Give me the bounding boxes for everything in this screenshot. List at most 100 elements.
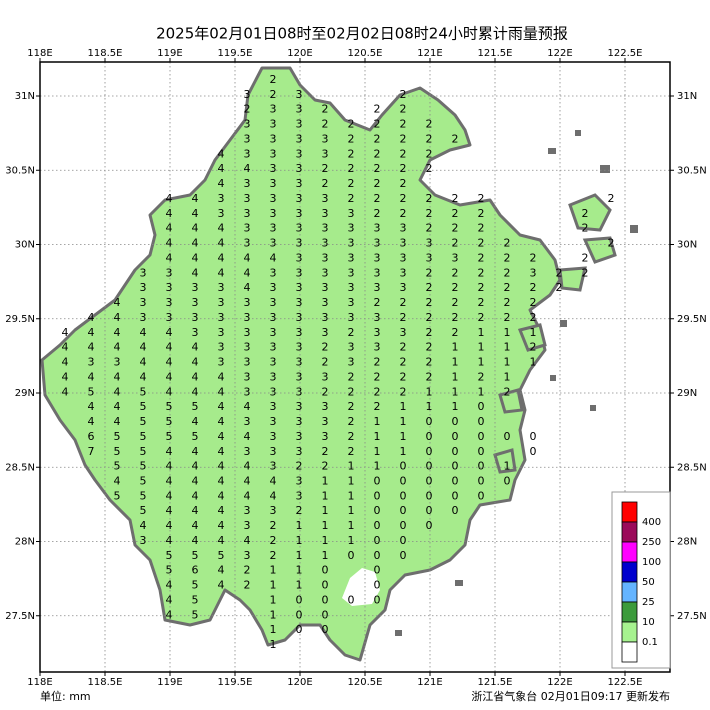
rain-value: 4 bbox=[192, 474, 199, 487]
rain-value: 2 bbox=[348, 177, 355, 190]
rain-value: 3 bbox=[296, 147, 303, 160]
legend-label: 50 bbox=[642, 577, 655, 588]
rain-value: 4 bbox=[192, 445, 199, 458]
rain-value: 0 bbox=[452, 445, 459, 458]
rain-value: 2 bbox=[426, 341, 433, 354]
lon-label-top: 121E bbox=[417, 48, 442, 59]
rain-value: 3 bbox=[296, 266, 303, 279]
rain-value: 2 bbox=[530, 281, 537, 294]
rain-value: 3 bbox=[400, 237, 407, 250]
rain-value: 1 bbox=[270, 608, 277, 621]
rain-value: 4 bbox=[88, 400, 95, 413]
legend-swatch bbox=[621, 521, 638, 543]
rain-value: 3 bbox=[348, 356, 355, 369]
rain-value: 4 bbox=[62, 326, 69, 339]
rain-value: 2 bbox=[374, 385, 381, 398]
rain-value: 3 bbox=[374, 222, 381, 235]
rain-value: 3 bbox=[270, 326, 277, 339]
rain-value: 0 bbox=[504, 474, 511, 487]
rain-value: 3 bbox=[322, 430, 329, 443]
lon-label-top: 122E bbox=[547, 48, 572, 59]
rain-value: 2 bbox=[322, 162, 329, 175]
islet bbox=[575, 130, 581, 136]
rain-value: 3 bbox=[244, 88, 251, 101]
rain-value: 5 bbox=[140, 415, 147, 428]
lat-label-left: 30N bbox=[15, 240, 35, 251]
rain-value: 2 bbox=[452, 192, 459, 205]
rain-value: 0 bbox=[478, 474, 485, 487]
rain-value: 4 bbox=[218, 400, 225, 413]
rain-value: 2 bbox=[426, 132, 433, 145]
rain-value: 4 bbox=[192, 341, 199, 354]
rain-value: 2 bbox=[426, 162, 433, 175]
rain-value: 3 bbox=[322, 415, 329, 428]
rain-value: 1 bbox=[452, 356, 459, 369]
rain-value: 0 bbox=[322, 593, 329, 606]
rain-value: 3 bbox=[348, 266, 355, 279]
legend-swatch bbox=[621, 561, 638, 583]
map-frame bbox=[39, 61, 671, 673]
rain-value: 0 bbox=[452, 415, 459, 428]
rain-value: 2 bbox=[530, 251, 537, 264]
rain-value: 2 bbox=[348, 326, 355, 339]
rain-value: 3 bbox=[400, 266, 407, 279]
rain-value: 4 bbox=[166, 445, 173, 458]
lat-label-right: 29N bbox=[677, 388, 697, 399]
rain-value: 4 bbox=[88, 415, 95, 428]
rain-value: 3 bbox=[426, 251, 433, 264]
rain-value: 3 bbox=[244, 147, 251, 160]
rain-value: 2 bbox=[296, 460, 303, 473]
rain-value: 1 bbox=[296, 549, 303, 562]
lon-label-bottom: 121.5E bbox=[478, 677, 513, 688]
rain-value: 5 bbox=[166, 415, 173, 428]
rain-value: 4 bbox=[140, 356, 147, 369]
rain-value: 0 bbox=[400, 519, 407, 532]
rain-value: 6 bbox=[192, 564, 199, 577]
rain-value: 3 bbox=[140, 296, 147, 309]
rain-value: 3 bbox=[140, 311, 147, 324]
rain-value: 2 bbox=[426, 118, 433, 131]
rain-value: 2 bbox=[426, 296, 433, 309]
rain-value: 0 bbox=[400, 549, 407, 562]
rain-value: 0 bbox=[374, 579, 381, 592]
rain-value: 1 bbox=[270, 579, 277, 592]
rain-value: 2 bbox=[374, 147, 381, 160]
rain-value: 2 bbox=[426, 192, 433, 205]
grid-layer: 118E 118E 118.5E 118.5E 119E 119E 119.5E 119.5E… bbox=[5, 48, 707, 688]
rain-value: 4 bbox=[192, 222, 199, 235]
rain-value: 3 bbox=[296, 474, 303, 487]
rain-value: 5 bbox=[114, 430, 121, 443]
legend-swatch bbox=[621, 621, 638, 643]
rain-value: 2 bbox=[400, 192, 407, 205]
rain-value: 1 bbox=[504, 356, 511, 369]
islet bbox=[560, 320, 567, 327]
rain-value: 0 bbox=[530, 445, 537, 458]
rain-value: 3 bbox=[244, 237, 251, 250]
rain-value: 4 bbox=[114, 385, 121, 398]
rain-value: 2 bbox=[348, 445, 355, 458]
rain-value: 0 bbox=[426, 415, 433, 428]
rain-value: 4 bbox=[218, 519, 225, 532]
rain-value: 1 bbox=[322, 549, 329, 562]
rain-value: 0 bbox=[400, 534, 407, 547]
rain-value: 3 bbox=[218, 341, 225, 354]
rain-value: 5 bbox=[166, 400, 173, 413]
rain-value: 2 bbox=[478, 251, 485, 264]
rain-value: 1 bbox=[452, 370, 459, 383]
islet bbox=[630, 225, 638, 233]
rain-value: 4 bbox=[192, 370, 199, 383]
rain-value: 4 bbox=[244, 162, 251, 175]
rain-value: 3 bbox=[218, 192, 225, 205]
rain-value: 3 bbox=[140, 281, 147, 294]
rain-value: 0 bbox=[400, 489, 407, 502]
rain-value: 2 bbox=[270, 549, 277, 562]
rain-value: 3 bbox=[270, 385, 277, 398]
rain-value: 0 bbox=[400, 460, 407, 473]
lon-label-top: 120.5E bbox=[348, 48, 383, 59]
rain-value: 0 bbox=[426, 474, 433, 487]
rain-value: 4 bbox=[192, 460, 199, 473]
lon-label-top: 119.5E bbox=[218, 48, 253, 59]
rain-value: 4 bbox=[218, 489, 225, 502]
legend-swatch bbox=[621, 501, 638, 523]
legend-label: 100 bbox=[642, 557, 661, 568]
